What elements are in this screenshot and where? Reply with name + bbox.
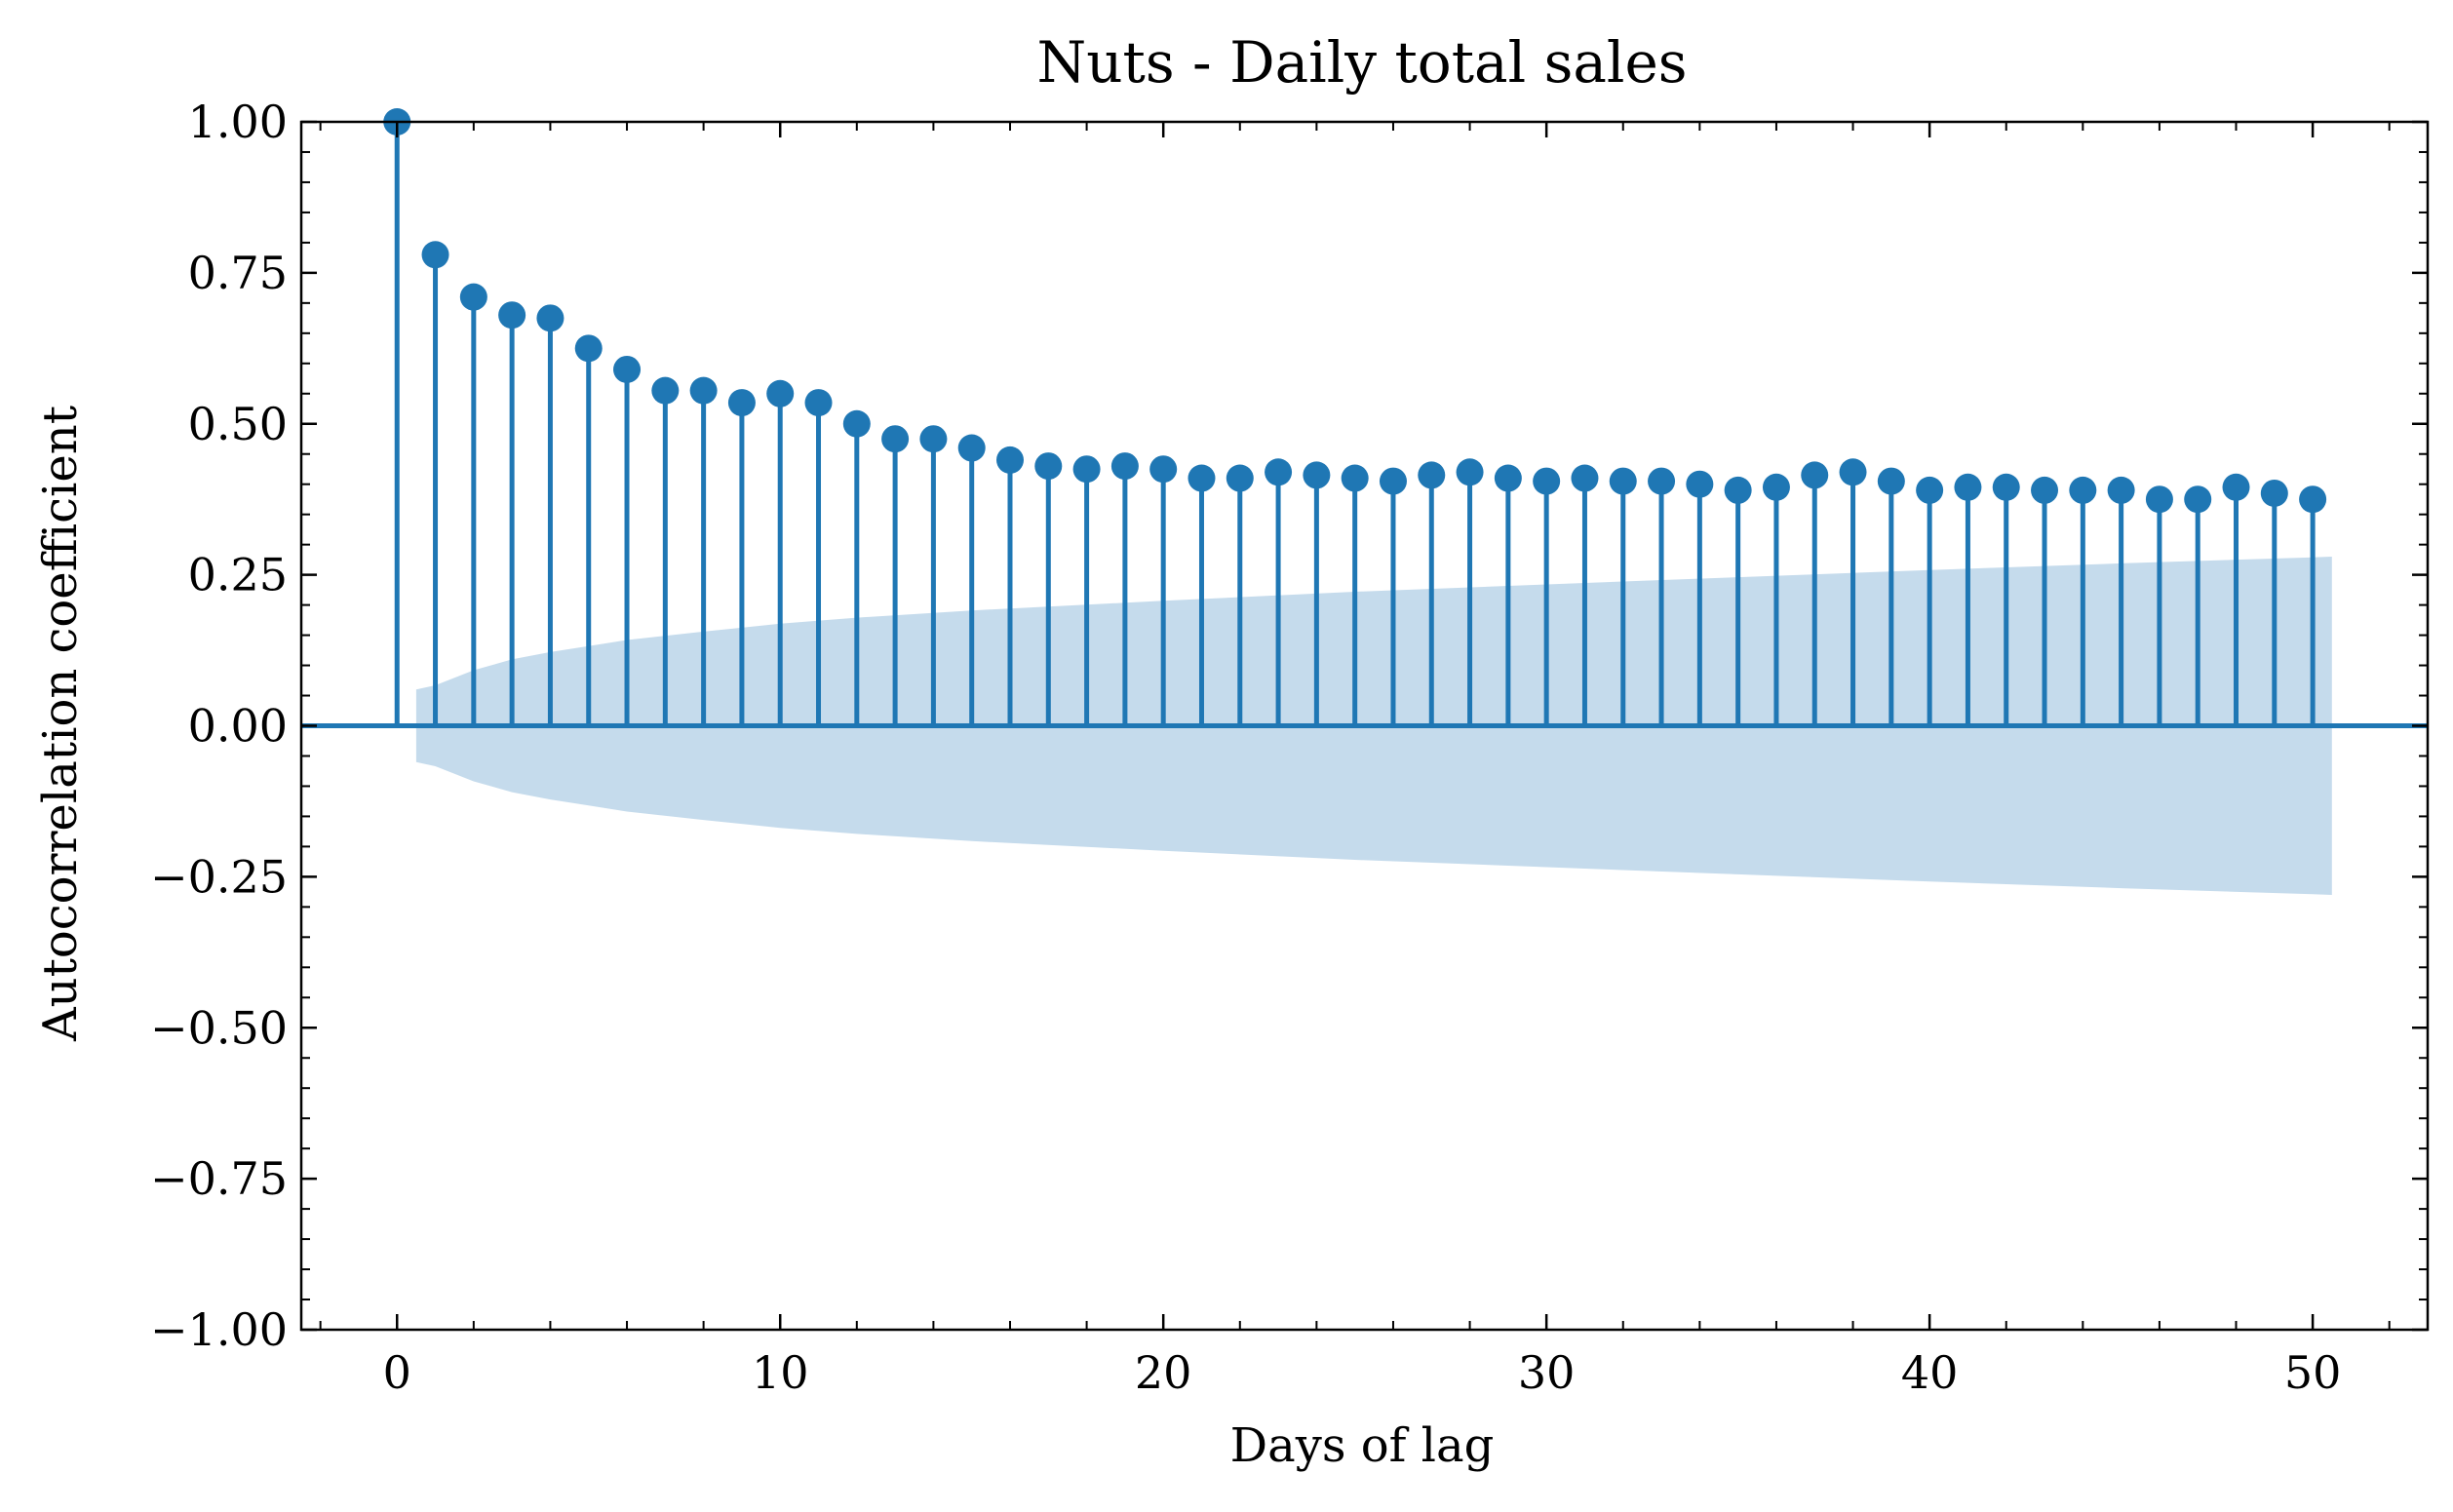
- stem-marker: [1609, 467, 1637, 495]
- stem-marker: [421, 241, 449, 269]
- stem-marker: [651, 376, 680, 405]
- stem-marker: [881, 425, 910, 453]
- x-tick-label: 50: [2284, 1346, 2342, 1399]
- y-tick-label: −0.25: [150, 850, 288, 903]
- stem-marker: [2184, 485, 2212, 514]
- stem-marker: [2222, 473, 2250, 501]
- stem-marker: [1533, 467, 1561, 495]
- chart-title: Nuts - Daily total sales: [1036, 29, 1687, 96]
- stem-layer: [383, 108, 2327, 726]
- y-tick-label: −0.75: [150, 1152, 288, 1205]
- stem-marker: [1341, 464, 1369, 492]
- y-tick-label: 0.50: [188, 398, 288, 450]
- x-tick-label: 40: [1901, 1346, 1959, 1399]
- stem-marker: [1149, 455, 1178, 484]
- stem-marker: [1265, 458, 1293, 486]
- x-axis-label: Days of lag: [1230, 1418, 1495, 1473]
- y-tick-label: −0.50: [150, 1001, 288, 1054]
- stem-marker: [536, 304, 565, 332]
- stem-marker: [1916, 476, 1944, 504]
- stem-marker: [1379, 467, 1407, 495]
- y-tick-label: 1.00: [188, 96, 288, 148]
- y-tick-label: 0.75: [188, 247, 288, 299]
- stem-marker: [842, 409, 871, 438]
- stem-marker: [2069, 476, 2097, 504]
- stem-marker: [1110, 452, 1139, 481]
- stem-marker: [2145, 485, 2173, 514]
- axes-layer: 1.00 0.75 0.50 0.25 0.00 −0.25 −0.50 −0.75 −1.00…: [150, 96, 2430, 1399]
- stem-marker: [689, 376, 718, 405]
- stem-marker: [804, 389, 833, 417]
- stem-marker: [2031, 476, 2059, 504]
- stem-marker: [957, 434, 986, 462]
- stem-marker: [1954, 473, 1982, 501]
- stem-marker: [1686, 470, 1714, 498]
- stem-marker: [727, 389, 756, 417]
- stem-marker: [1034, 452, 1063, 481]
- stem-marker: [1418, 461, 1446, 489]
- y-tick-label: −1.00: [150, 1303, 288, 1356]
- x-tick-label: 0: [383, 1346, 411, 1399]
- stem-marker: [1801, 461, 1829, 489]
- stem-marker: [1494, 464, 1522, 492]
- stem-marker: [498, 301, 526, 330]
- y-axis-label: Autocorrelation coefficient: [33, 406, 88, 1042]
- y-tick-label: 0.00: [188, 700, 288, 753]
- y-tick-label: 0.25: [188, 549, 288, 601]
- stem-marker: [919, 425, 948, 453]
- x-tick-label: 10: [752, 1346, 809, 1399]
- stem-marker: [2260, 479, 2288, 507]
- stem-marker: [1724, 476, 1752, 504]
- stem-marker: [2299, 485, 2327, 514]
- stem-marker: [1303, 461, 1331, 489]
- stem-marker: [1456, 458, 1484, 486]
- x-tick-label: 20: [1135, 1346, 1192, 1399]
- stem-marker: [2107, 476, 2135, 504]
- stem-marker: [766, 379, 795, 407]
- stem-marker: [1571, 464, 1599, 492]
- stem-marker: [1648, 467, 1676, 495]
- stem-marker: [1762, 473, 1790, 501]
- stem-marker: [1226, 464, 1254, 492]
- stem-marker: [613, 355, 642, 383]
- stem-marker: [459, 283, 487, 311]
- stem-marker: [1992, 473, 2020, 501]
- stem-marker: [1188, 464, 1216, 492]
- stem-marker: [996, 446, 1024, 474]
- x-tick-label: 30: [1518, 1346, 1576, 1399]
- stem-marker: [1839, 458, 1867, 486]
- stem-marker: [1877, 467, 1905, 495]
- stem-marker: [574, 334, 603, 363]
- stem-marker: [1072, 455, 1101, 484]
